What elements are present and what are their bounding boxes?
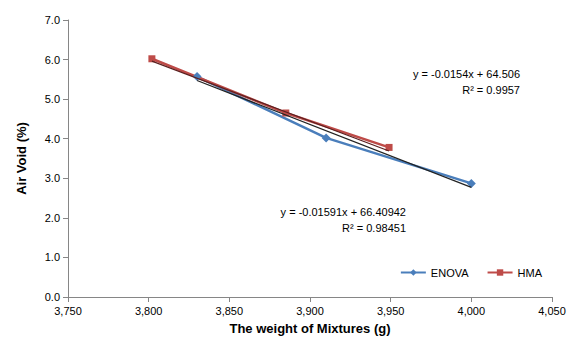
svg-text:3,800: 3,800 xyxy=(135,305,163,317)
svg-text:3,850: 3,850 xyxy=(216,305,244,317)
svg-text:y = -0.0154x + 64.506: y = -0.0154x + 64.506 xyxy=(413,68,520,80)
svg-text:R² = 0.9957: R² = 0.9957 xyxy=(462,84,520,96)
svg-text:HMA: HMA xyxy=(518,267,543,279)
svg-text:The weight of Mixtures (g): The weight of Mixtures (g) xyxy=(229,321,390,336)
svg-text:7.0: 7.0 xyxy=(45,14,60,26)
svg-text:3.0: 3.0 xyxy=(45,172,60,184)
svg-text:4,000: 4,000 xyxy=(458,305,486,317)
svg-text:Air Void (%): Air Void (%) xyxy=(14,122,29,195)
svg-text:3,750: 3,750 xyxy=(54,305,82,317)
svg-text:0.0: 0.0 xyxy=(45,291,60,303)
svg-text:R² = 0.98451: R² = 0.98451 xyxy=(342,222,406,234)
svg-text:1.0: 1.0 xyxy=(45,251,60,263)
svg-text:3,950: 3,950 xyxy=(377,305,405,317)
svg-text:5.0: 5.0 xyxy=(45,93,60,105)
svg-text:y = -0.01591x + 66.40942: y = -0.01591x + 66.40942 xyxy=(281,206,406,218)
svg-text:6.0: 6.0 xyxy=(45,54,60,66)
svg-text:3,900: 3,900 xyxy=(296,305,324,317)
svg-text:2.0: 2.0 xyxy=(45,212,60,224)
svg-text:ENOVA: ENOVA xyxy=(431,267,469,279)
svg-text:4,050: 4,050 xyxy=(538,305,566,317)
svg-text:4.0: 4.0 xyxy=(45,133,60,145)
